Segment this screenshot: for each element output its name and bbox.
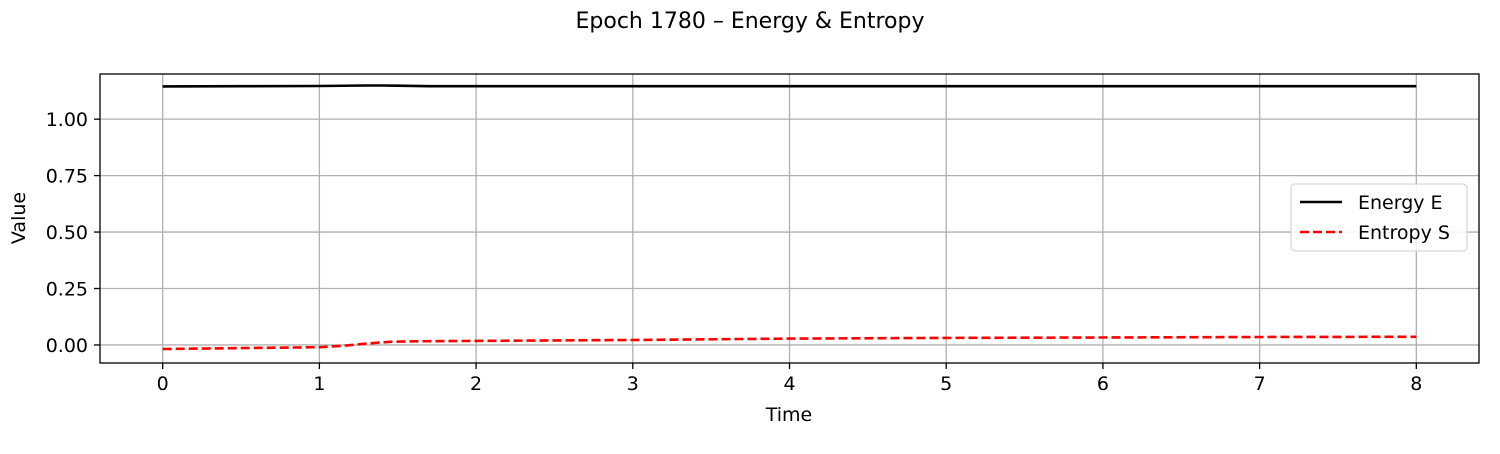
chart-title: Epoch 1780 – Energy & Entropy xyxy=(576,9,925,34)
x-tick-label: 8 xyxy=(1410,373,1422,395)
y-tick-label: 0.75 xyxy=(46,166,88,188)
grid xyxy=(100,74,1479,363)
x-tick-label: 4 xyxy=(783,373,795,395)
x-tick-label: 2 xyxy=(470,373,482,395)
series-lines xyxy=(162,84,1417,351)
x-tick-label: 6 xyxy=(1097,373,1109,395)
y-tick-label: 0.50 xyxy=(46,222,88,244)
y-tick-label: 0.25 xyxy=(46,278,88,300)
y-tick-label: 1.00 xyxy=(46,109,88,131)
y-axis-label: Value xyxy=(8,192,30,244)
legend-label-entropy: Entropy S xyxy=(1358,222,1450,244)
y-tick-label: 0.00 xyxy=(46,335,88,357)
legend: Energy E Entropy S xyxy=(1290,183,1468,252)
legend-label-energy: Energy E xyxy=(1358,192,1443,214)
axis-ticks: 0 1 2 3 4 5 6 7 8 0.00 0.25 0.50 0.75 1.00 xyxy=(46,109,1423,395)
series-line-entropy xyxy=(162,335,1417,351)
x-axis-label: Time xyxy=(765,404,813,426)
series-line-energy xyxy=(162,84,1417,88)
x-tick-label: 0 xyxy=(157,373,169,395)
x-tick-label: 7 xyxy=(1254,373,1266,395)
x-tick-label: 3 xyxy=(627,373,639,395)
x-tick-label: 5 xyxy=(940,373,952,395)
x-tick-label: 1 xyxy=(313,373,325,395)
